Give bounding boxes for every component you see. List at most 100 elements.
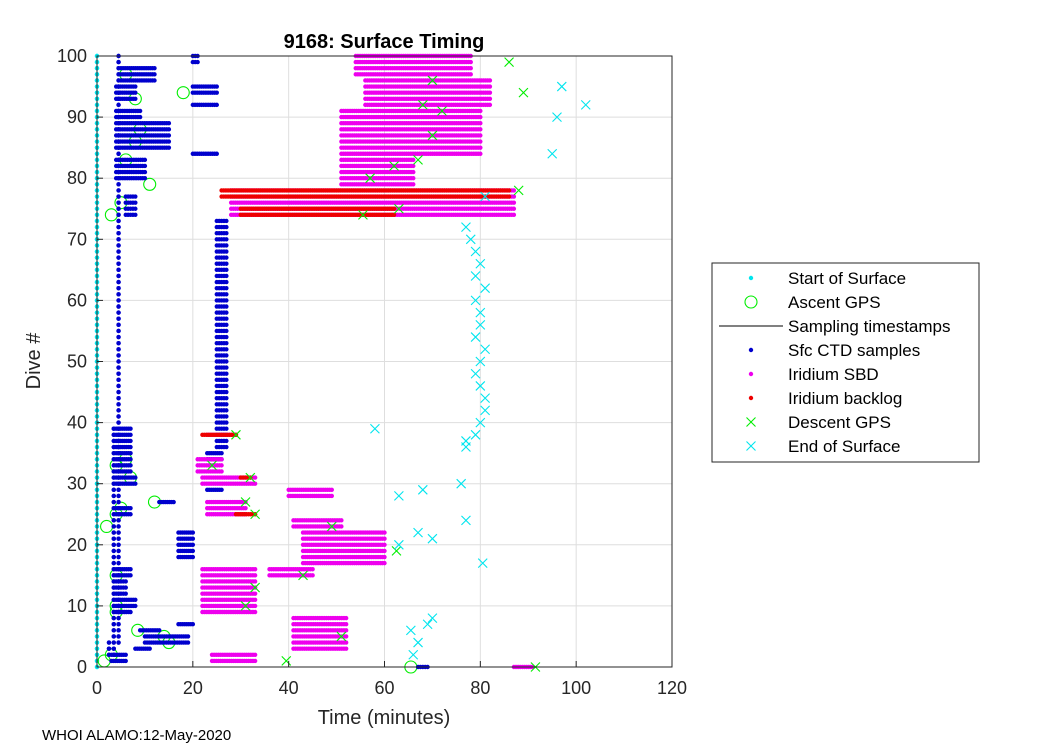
x-tick-label: 100 [561, 678, 591, 698]
end-of-surface-point [427, 613, 438, 624]
end-of-surface-point [370, 423, 380, 434]
sfc-ctd-samples-point [116, 298, 121, 303]
sfc-ctd-samples-point [185, 634, 191, 639]
descent-gps-point [389, 161, 399, 171]
legend-label: Start of Surface [788, 269, 906, 288]
end-of-surface-point [475, 381, 486, 391]
iridium-sbd-point [252, 573, 258, 578]
sfc-ctd-samples-point [116, 371, 121, 376]
iridium-sbd-point [511, 200, 517, 205]
sfc-ctd-samples-point [128, 512, 133, 517]
sfc-ctd-samples-point [123, 579, 128, 584]
legend-label: Iridium backlog [788, 389, 902, 408]
sfc-ctd-samples-point [224, 377, 229, 383]
descent-gps-point [417, 99, 428, 110]
sfc-ctd-samples-point [116, 377, 121, 383]
sfc-ctd-samples-point [111, 615, 116, 621]
iridium-sbd-point [411, 182, 416, 187]
sfc-ctd-samples-point [224, 426, 229, 431]
end-of-surface-point [475, 356, 486, 367]
sfc-ctd-samples-point [111, 622, 116, 627]
descent-gps-point [336, 631, 347, 642]
sfc-ctd-samples-point [224, 347, 229, 352]
iridium-sbd-point [382, 542, 387, 547]
end-of-surface-point [470, 246, 481, 257]
sfc-ctd-samples-point [111, 640, 116, 645]
descent-gps-point [245, 472, 256, 483]
descent-gps-point [298, 570, 308, 581]
descent-gps-point [518, 87, 529, 98]
x-tick-label: 60 [374, 678, 394, 698]
sfc-ctd-samples-point [128, 567, 133, 572]
sfc-ctd-samples-point [111, 499, 116, 505]
iridium-sbd-point [411, 163, 416, 169]
iridium-backlog-point [506, 194, 512, 199]
legend-item-ascent-gps: Ascent GPS [744, 293, 881, 312]
series-end-of-surface [370, 81, 591, 660]
sfc-ctd-samples-point [224, 298, 229, 303]
sfc-ctd-samples-point [214, 90, 219, 95]
sfc-ctd-samples-point [116, 194, 121, 199]
sfc-ctd-samples-point [116, 188, 121, 193]
sfc-ctd-samples-point [190, 536, 196, 541]
sfc-ctd-samples-point [116, 224, 121, 230]
sfc-ctd-samples-point [128, 444, 133, 450]
descent-gps-point [250, 509, 261, 520]
legend-item-sampling-timestamps: Sampling timestamps [719, 317, 951, 336]
descent-gps-point [504, 57, 514, 67]
sfc-ctd-samples-point [116, 273, 121, 279]
descent-gps-point [281, 656, 292, 666]
sfc-ctd-samples-point [116, 316, 121, 321]
sfc-ctd-samples-point [224, 292, 229, 297]
descent-gps-point [207, 460, 217, 471]
sfc-ctd-samples-point [224, 408, 229, 413]
iridium-sbd-point [252, 481, 258, 486]
sfc-ctd-samples-point [116, 279, 121, 285]
sfc-ctd-samples-point [133, 212, 138, 218]
y-axis-label: Dive # [23, 332, 45, 390]
legend-label: Iridium SBD [788, 365, 879, 384]
end-of-surface-point [475, 319, 486, 330]
sfc-ctd-samples-point [219, 487, 224, 493]
sfc-ctd-samples-point [116, 334, 121, 340]
iridium-sbd-point [511, 194, 517, 199]
end-of-surface-point [413, 637, 423, 648]
iridium-sbd-point [252, 603, 258, 609]
sfc-ctd-samples-point [128, 505, 133, 511]
iridium-sbd-point [343, 634, 349, 639]
sfc-ctd-samples-point [142, 157, 148, 163]
sfc-ctd-samples-point [171, 499, 176, 505]
y-tick-label: 30 [67, 474, 87, 494]
sfc-ctd-samples-point [152, 66, 157, 71]
sfc-ctd-samples-point [116, 243, 121, 248]
sfc-ctd-samples-point [106, 646, 112, 651]
y-tick-label: 70 [67, 229, 87, 249]
sfc-ctd-samples-point [166, 133, 172, 138]
sfc-ctd-samples-point [133, 603, 138, 609]
sfc-ctd-samples-point [111, 542, 116, 547]
iridium-sbd-point [511, 188, 517, 193]
descent-gps-point [326, 521, 337, 532]
sfc-ctd-samples-point [147, 646, 152, 651]
sfc-ctd-samples-point [116, 499, 121, 505]
sfc-ctd-samples-point [116, 285, 121, 291]
sfc-ctd-samples-point [224, 353, 229, 358]
x-tick-label: 20 [183, 678, 203, 698]
iridium-backlog-point [391, 206, 397, 211]
sfc-ctd-samples-point [111, 524, 116, 529]
end-of-surface-point [408, 649, 419, 660]
sfc-ctd-samples-point [219, 450, 224, 456]
sfc-ctd-samples-point [214, 84, 219, 89]
iridium-sbd-point [382, 536, 387, 541]
iridium-sbd-point [511, 212, 517, 218]
sfc-ctd-samples-point [116, 237, 121, 242]
sfc-ctd-samples-point [116, 420, 121, 425]
end-of-surface-point [547, 148, 558, 159]
sfc-ctd-samples-point [128, 432, 133, 438]
iridium-sbd-point [487, 78, 493, 83]
end-of-surface-point [470, 295, 481, 306]
iridium-sbd-point [219, 463, 224, 468]
sfc-ctd-samples-point [116, 560, 121, 566]
end-of-surface-point [480, 405, 491, 416]
sfc-ctd-samples-point [185, 640, 191, 645]
